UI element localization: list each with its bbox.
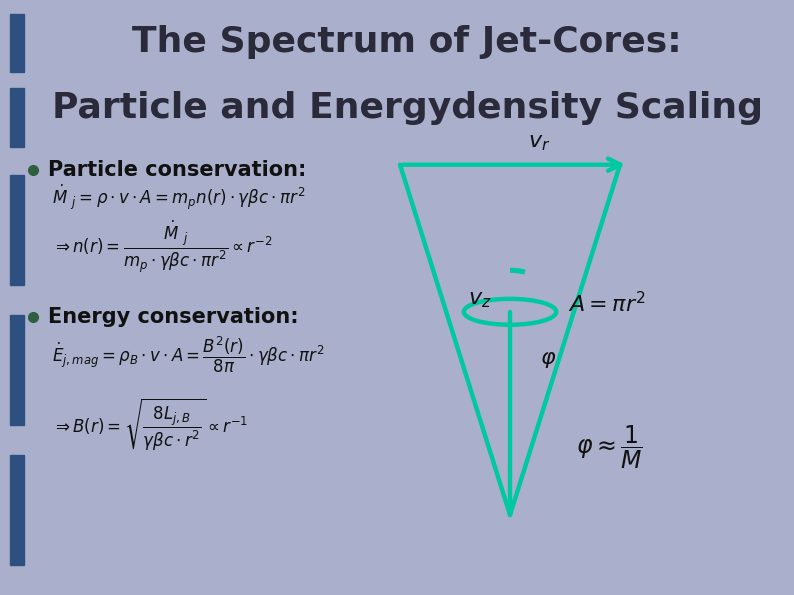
Text: $A = \pi r^2$: $A = \pi r^2$ bbox=[569, 291, 646, 317]
Text: $\dot{M}\ _j = \rho \cdot v \cdot A = m_p n(r) \cdot \gamma\beta c \cdot \pi r^2: $\dot{M}\ _j = \rho \cdot v \cdot A = m_… bbox=[52, 183, 306, 212]
Bar bbox=[10, 315, 24, 425]
Bar bbox=[10, 455, 24, 565]
Text: The Spectrum of Jet-Cores:: The Spectrum of Jet-Cores: bbox=[132, 25, 682, 59]
Text: $v_r$: $v_r$ bbox=[528, 133, 550, 153]
Text: $\Rightarrow B(r) = \sqrt{\dfrac{8L_{j,B}}{\gamma\beta c \cdot r^2}} \propto r^{: $\Rightarrow B(r) = \sqrt{\dfrac{8L_{j,B… bbox=[52, 397, 249, 453]
Bar bbox=[10, 14, 24, 72]
Bar bbox=[10, 175, 24, 285]
Bar bbox=[10, 88, 24, 146]
Text: $\dot{E}_{j,mag} = \rho_B \cdot v \cdot A = \dfrac{B^2(r)}{8\pi} \cdot \gamma\be: $\dot{E}_{j,mag} = \rho_B \cdot v \cdot … bbox=[52, 334, 325, 375]
Text: $v_z$: $v_z$ bbox=[468, 290, 491, 310]
Text: Energy conservation:: Energy conservation: bbox=[48, 307, 299, 327]
Text: $\Rightarrow n(r) = \dfrac{\dot{M}\ _j}{m_p \cdot \gamma\beta c \cdot \pi r^2} \: $\Rightarrow n(r) = \dfrac{\dot{M}\ _j}{… bbox=[52, 218, 272, 275]
Text: Particle and Energydensity Scaling: Particle and Energydensity Scaling bbox=[52, 92, 762, 126]
Text: $\varphi$: $\varphi$ bbox=[540, 350, 557, 370]
Text: $\varphi \approx \dfrac{1}{M}$: $\varphi \approx \dfrac{1}{M}$ bbox=[576, 423, 643, 471]
Text: Particle conservation:: Particle conservation: bbox=[48, 159, 306, 180]
